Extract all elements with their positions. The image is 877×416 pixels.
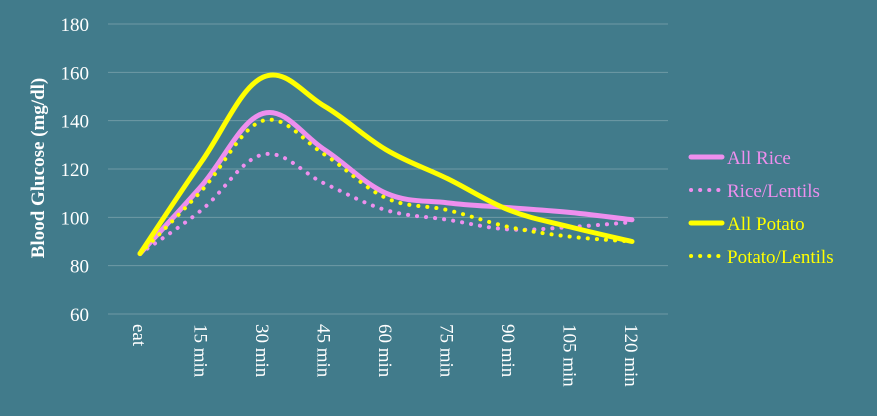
series-line-all-potato: [137, 72, 635, 257]
x-tick-label: 60 min: [374, 324, 395, 378]
y-axis-label: Blood Glucose (mg/dl): [28, 78, 49, 259]
legend-label: All Potato: [727, 214, 805, 235]
series-line-all-rice: [137, 109, 635, 257]
x-tick-label: 15 min: [190, 324, 211, 378]
legend-label: All Rice: [727, 148, 791, 169]
x-tick-label: 105 min: [559, 324, 580, 387]
series-line-potato-lentils: [138, 117, 634, 256]
y-tick-label: 120: [61, 160, 90, 181]
x-axis-ticks: eat 15 min 30 min 45 min 60 min 75 min 90 min 1…: [128, 324, 641, 387]
gridlines: [108, 23, 668, 315]
y-axis-ticks: 60 80 100 120 140 160 180: [61, 15, 90, 326]
x-tick-label: eat: [128, 324, 149, 347]
y-tick-label: 160: [61, 63, 90, 84]
legend-label: Potato/Lentils: [727, 247, 834, 268]
y-tick-label: 60: [70, 305, 89, 326]
series-lines: [137, 72, 635, 257]
x-tick-label: 45 min: [313, 324, 334, 378]
y-tick-label: 80: [70, 257, 89, 278]
x-tick-label: 30 min: [251, 324, 272, 378]
y-tick-label: 140: [61, 112, 90, 133]
legend-label: Rice/Lentils: [727, 181, 820, 202]
y-tick-label: 100: [61, 208, 90, 229]
x-tick-label: 75 min: [436, 324, 457, 378]
x-tick-label: 90 min: [497, 324, 518, 378]
legend: All Rice Rice/Lentils All Potato Potato/Len…: [688, 148, 834, 268]
y-tick-label: 180: [61, 15, 90, 36]
x-tick-label: 120 min: [620, 324, 641, 387]
